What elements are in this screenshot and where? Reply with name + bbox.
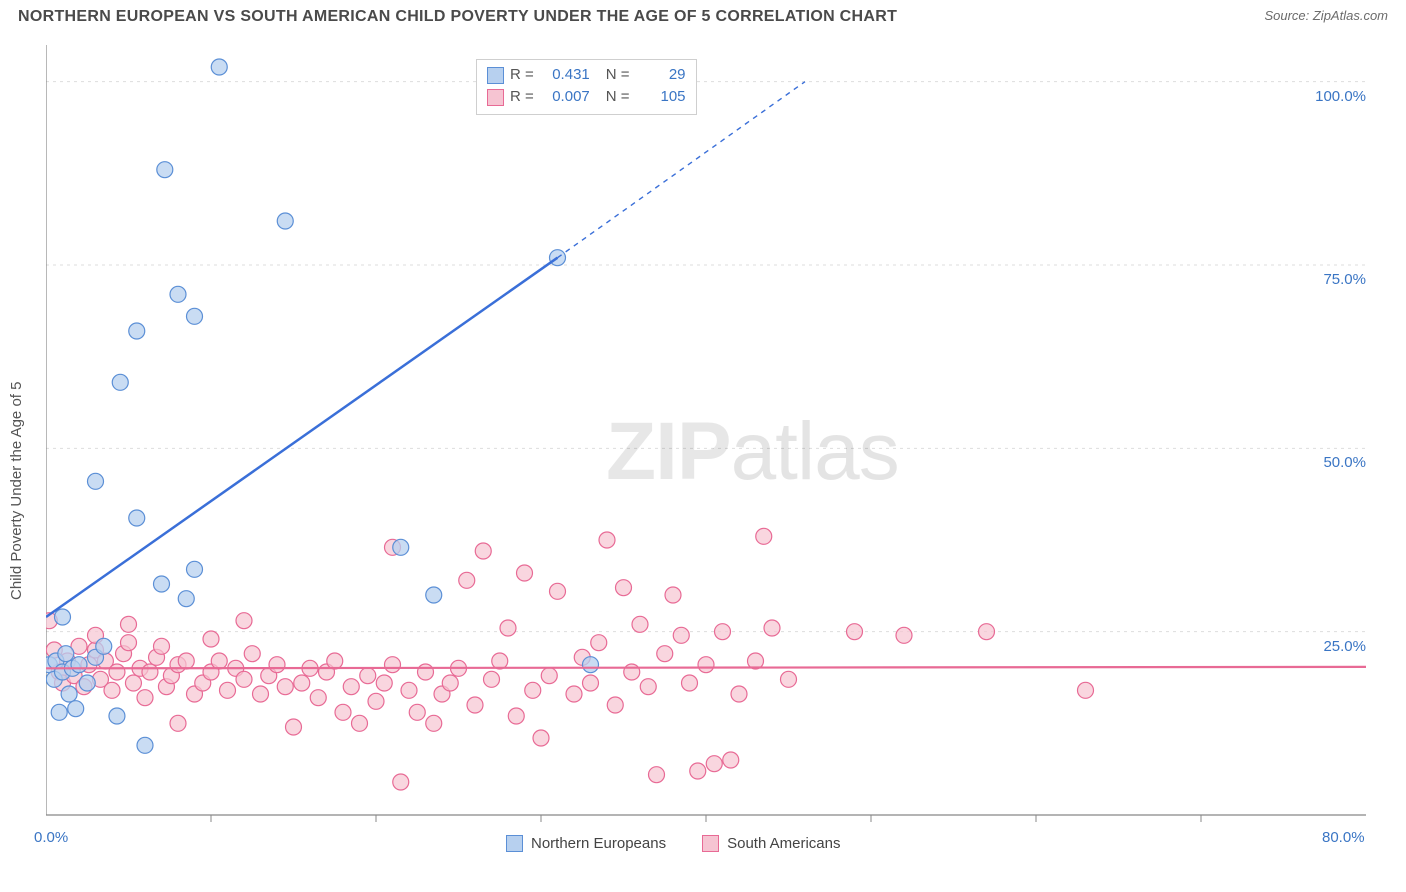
n-label: N = bbox=[606, 64, 630, 86]
x-tick-label: 80.0% bbox=[1322, 829, 1365, 846]
scatter-plot bbox=[46, 45, 1386, 845]
x-tick-label: 0.0% bbox=[34, 829, 68, 846]
stats-legend: R = 0.431 N = 29 R = 0.007 N = 105 bbox=[476, 59, 697, 115]
n-label: N = bbox=[606, 86, 630, 108]
y-tick-label: 25.0% bbox=[1296, 638, 1366, 655]
bottom-legend: Northern Europeans South Americans bbox=[506, 835, 841, 852]
legend-item: South Americans bbox=[702, 835, 840, 852]
legend-label: Northern Europeans bbox=[531, 835, 666, 852]
n-value: 29 bbox=[636, 64, 686, 86]
legend-swatch-blue bbox=[506, 835, 523, 852]
legend-label: South Americans bbox=[727, 835, 840, 852]
r-label: R = bbox=[510, 86, 534, 108]
n-value: 105 bbox=[636, 86, 686, 108]
legend-swatch-pink bbox=[702, 835, 719, 852]
stats-row: R = 0.007 N = 105 bbox=[487, 86, 686, 108]
plot-container: ZIPatlas R = 0.431 N = 29 R = 0.007 N = … bbox=[46, 45, 1386, 835]
y-tick-label: 75.0% bbox=[1296, 271, 1366, 288]
y-tick-label: 100.0% bbox=[1296, 88, 1366, 105]
y-axis-label: Child Poverty Under the Age of 5 bbox=[8, 382, 25, 600]
source-label: Source: ZipAtlas.com bbox=[1264, 8, 1388, 23]
y-tick-label: 50.0% bbox=[1296, 454, 1366, 471]
legend-item: Northern Europeans bbox=[506, 835, 666, 852]
r-value: 0.431 bbox=[540, 64, 590, 86]
legend-swatch-blue bbox=[487, 67, 504, 84]
r-value: 0.007 bbox=[540, 86, 590, 108]
legend-swatch-pink bbox=[487, 89, 504, 106]
chart-title: NORTHERN EUROPEAN VS SOUTH AMERICAN CHIL… bbox=[18, 8, 897, 26]
stats-row: R = 0.431 N = 29 bbox=[487, 64, 686, 86]
r-label: R = bbox=[510, 64, 534, 86]
